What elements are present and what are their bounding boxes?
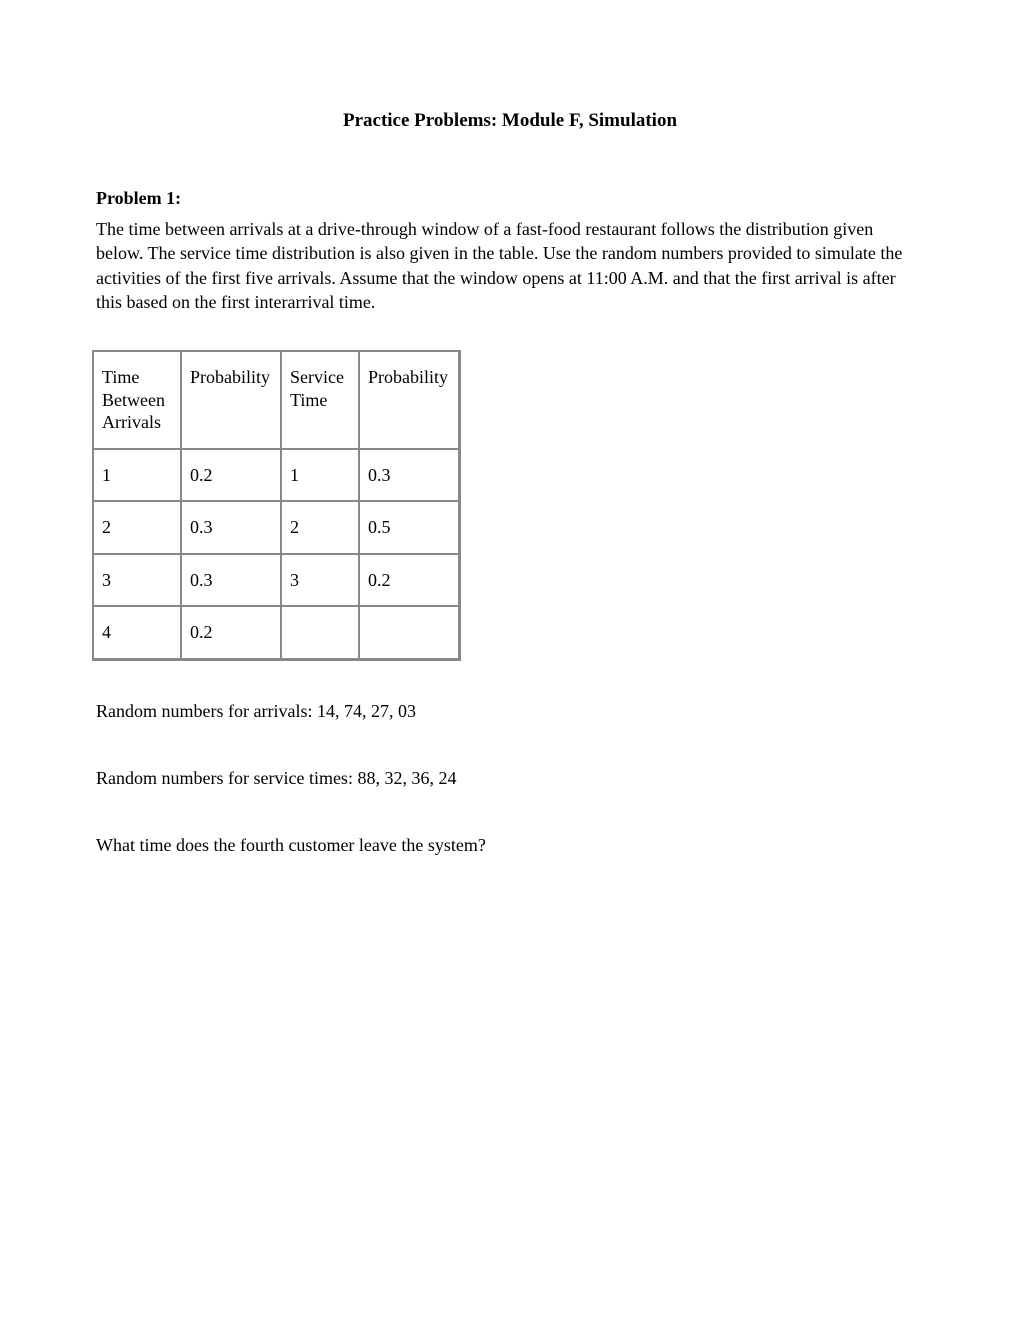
- distribution-table: Time Between Arrivals Probability Servic…: [92, 350, 461, 661]
- random-arrivals-text: Random numbers for arrivals: 14, 74, 27,…: [96, 701, 924, 722]
- random-service-text: Random numbers for service times: 88, 32…: [96, 768, 924, 789]
- table-header-cell: Service Time: [281, 351, 359, 449]
- table-cell: 0.2: [359, 554, 459, 607]
- table-cell: 0.3: [181, 554, 281, 607]
- table-cell: 2: [93, 501, 181, 554]
- table-header-cell: Time Between Arrivals: [93, 351, 181, 449]
- page-title: Practice Problems: Module F, Simulation: [96, 110, 924, 132]
- table-cell: 1: [93, 449, 181, 502]
- table-cell: 0.2: [181, 449, 281, 502]
- table-cell: 3: [93, 554, 181, 607]
- table-cell: 0.5: [359, 501, 459, 554]
- table-cell: 3: [281, 554, 359, 607]
- table-row: 3 0.3 3 0.2: [93, 554, 459, 607]
- table-cell: 0.3: [359, 449, 459, 502]
- table-row: 1 0.2 1 0.3: [93, 449, 459, 502]
- table-cell: 2: [281, 501, 359, 554]
- table-cell: 4: [93, 606, 181, 659]
- table-row: 4 0.2: [93, 606, 459, 659]
- table-header-row: Time Between Arrivals Probability Servic…: [93, 351, 459, 449]
- question-text: What time does the fourth customer leave…: [96, 835, 924, 856]
- table-cell: 1: [281, 449, 359, 502]
- table-header-cell: Probability: [359, 351, 459, 449]
- table-cell: [359, 606, 459, 659]
- problem-text: The time between arrivals at a drive-thr…: [96, 217, 924, 314]
- table-header-cell: Probability: [181, 351, 281, 449]
- table-cell: 0.3: [181, 501, 281, 554]
- table-cell: 0.2: [181, 606, 281, 659]
- table-row: 2 0.3 2 0.5: [93, 501, 459, 554]
- problem-heading: Problem 1:: [96, 188, 924, 209]
- table-cell: [281, 606, 359, 659]
